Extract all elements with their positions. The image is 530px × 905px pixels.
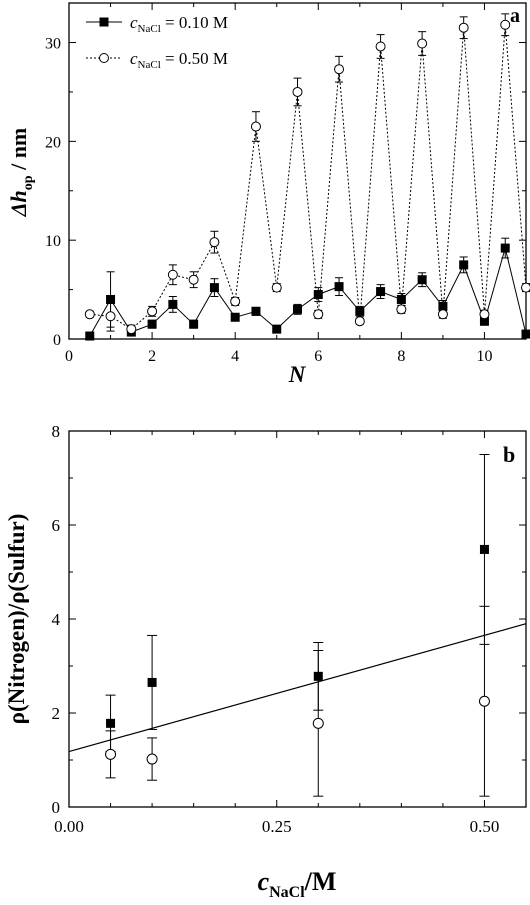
data-point-square: [189, 319, 199, 329]
data-point-circle: [478, 695, 490, 707]
panel-b-y-axis-label: ρ(Nitrogen)/ρ(Sulfur): [4, 514, 29, 725]
panel-b-x-tick-labels: 0.00 0.25 0.50: [54, 817, 499, 836]
x-tick-label: 0.50: [470, 817, 500, 836]
data-point-square: [417, 275, 427, 285]
data-point-square: [272, 324, 282, 334]
legend-marker-filled-square: [99, 17, 109, 27]
data-point-circle: [292, 86, 303, 97]
data-point-circle: [126, 324, 137, 335]
panel-a-plot-frame: [68, 2, 527, 340]
x-tick-label: 6: [314, 348, 322, 365]
data-point-square: [376, 287, 386, 297]
data-point-circle: [334, 64, 345, 75]
data-point-square: [459, 260, 469, 270]
data-point-square: [106, 294, 116, 304]
data-point-circle: [209, 237, 220, 248]
data-point-circle: [396, 304, 407, 315]
data-point-square: [521, 329, 530, 339]
y-tick-label: 30: [45, 36, 61, 53]
data-point-circle: [458, 22, 469, 33]
x-tick-label: 10: [476, 348, 492, 365]
data-point-square: [313, 290, 323, 300]
x-tick-label: 4: [231, 348, 239, 365]
data-point-square: [438, 301, 448, 311]
data-point-square: [251, 306, 261, 316]
y-tick-label: 8: [52, 422, 61, 441]
x-tick-label: 0: [65, 348, 73, 365]
legend-entry-0-10M: cNaCl = 0.10 M: [130, 13, 228, 35]
panel-b-series: [68, 454, 527, 797]
data-point-circle: [84, 309, 95, 320]
legend-entry-0-50M: cNaCl = 0.50 M: [130, 49, 228, 71]
data-point-square: [293, 304, 302, 314]
data-point-circle: [437, 309, 448, 320]
data-point-circle: [188, 274, 199, 285]
y-tick-label: 6: [52, 516, 61, 535]
data-point-circle: [167, 269, 178, 280]
data-point-circle: [271, 282, 282, 293]
panel-b-plot-frame: [68, 430, 527, 808]
data-point-circle: [313, 309, 324, 320]
y-tick-label: 10: [45, 233, 61, 250]
y-tick-label: 2: [52, 704, 61, 723]
data-point-square: [147, 319, 157, 329]
x-tick-label: 0.00: [54, 817, 84, 836]
y-tick-label: 20: [45, 134, 61, 151]
panel-a-x-tick-labels: 0 2 4 6 8 10: [65, 348, 492, 365]
panel-a-y-axis-label: Δhop / nm: [6, 128, 36, 218]
data-point-square: [230, 312, 240, 322]
series-line-1: [89, 24, 527, 330]
data-point-square: [479, 544, 489, 554]
panel-b-y-tick-labels: 0 2 4 6 8: [52, 422, 61, 817]
data-point-square: [396, 294, 406, 304]
data-point-square: [355, 306, 365, 316]
data-point-square: [479, 316, 489, 326]
data-point-circle: [479, 309, 490, 320]
panel-a-x-axis-label: N: [288, 362, 307, 387]
series-line-0: [89, 246, 527, 337]
fit-line: [68, 623, 527, 753]
data-point-circle: [417, 38, 428, 49]
data-point-circle: [312, 717, 324, 729]
y-tick-label: 0: [53, 332, 61, 349]
data-point-circle: [521, 282, 530, 293]
x-tick-label: 2: [148, 348, 156, 365]
y-tick-label: 4: [52, 610, 61, 629]
data-point-circle: [105, 748, 117, 760]
data-point-circle: [230, 296, 241, 307]
panel-a-ticks: [68, 3, 527, 340]
data-point-circle: [250, 121, 261, 132]
data-point-square: [168, 299, 178, 309]
data-point-square: [85, 331, 95, 341]
panel-b-ticks: [68, 430, 527, 808]
data-point-circle: [375, 41, 386, 52]
panel-a-y-tick-labels: 0 10 20 30: [45, 36, 61, 349]
data-point-circle: [105, 311, 116, 322]
panel-a: 0 2 4 6 8 10 0 10 20 30 a N Δhop / nm cNaCl = 0.…: [6, 2, 530, 387]
data-point-circle: [147, 306, 158, 317]
data-point-circle: [146, 753, 158, 765]
data-point-circle: [354, 316, 365, 327]
x-tick-label: 8: [397, 348, 405, 365]
x-tick-label: 0.25: [262, 817, 292, 836]
panel-a-label: a: [510, 5, 520, 27]
panel-b-label: b: [503, 442, 515, 467]
data-point-square: [209, 283, 219, 293]
data-point-square: [106, 718, 116, 728]
panel-b: 0.00 0.25 0.50 0 2 4 6 8 b cNaCl/M ρ(Nitrogen)…: [4, 422, 527, 901]
data-point-square: [147, 677, 157, 687]
legend-marker-open-circle: [99, 53, 109, 63]
panel-a-series: [84, 13, 530, 341]
data-point-square: [500, 243, 510, 253]
panel-b-x-axis-label: cNaCl/M: [258, 867, 337, 901]
panel-a-legend: cNaCl = 0.10 M cNaCl = 0.50 M: [86, 13, 228, 71]
data-point-circle: [500, 19, 511, 30]
data-point-square: [334, 282, 344, 292]
y-tick-label: 0: [52, 798, 61, 817]
